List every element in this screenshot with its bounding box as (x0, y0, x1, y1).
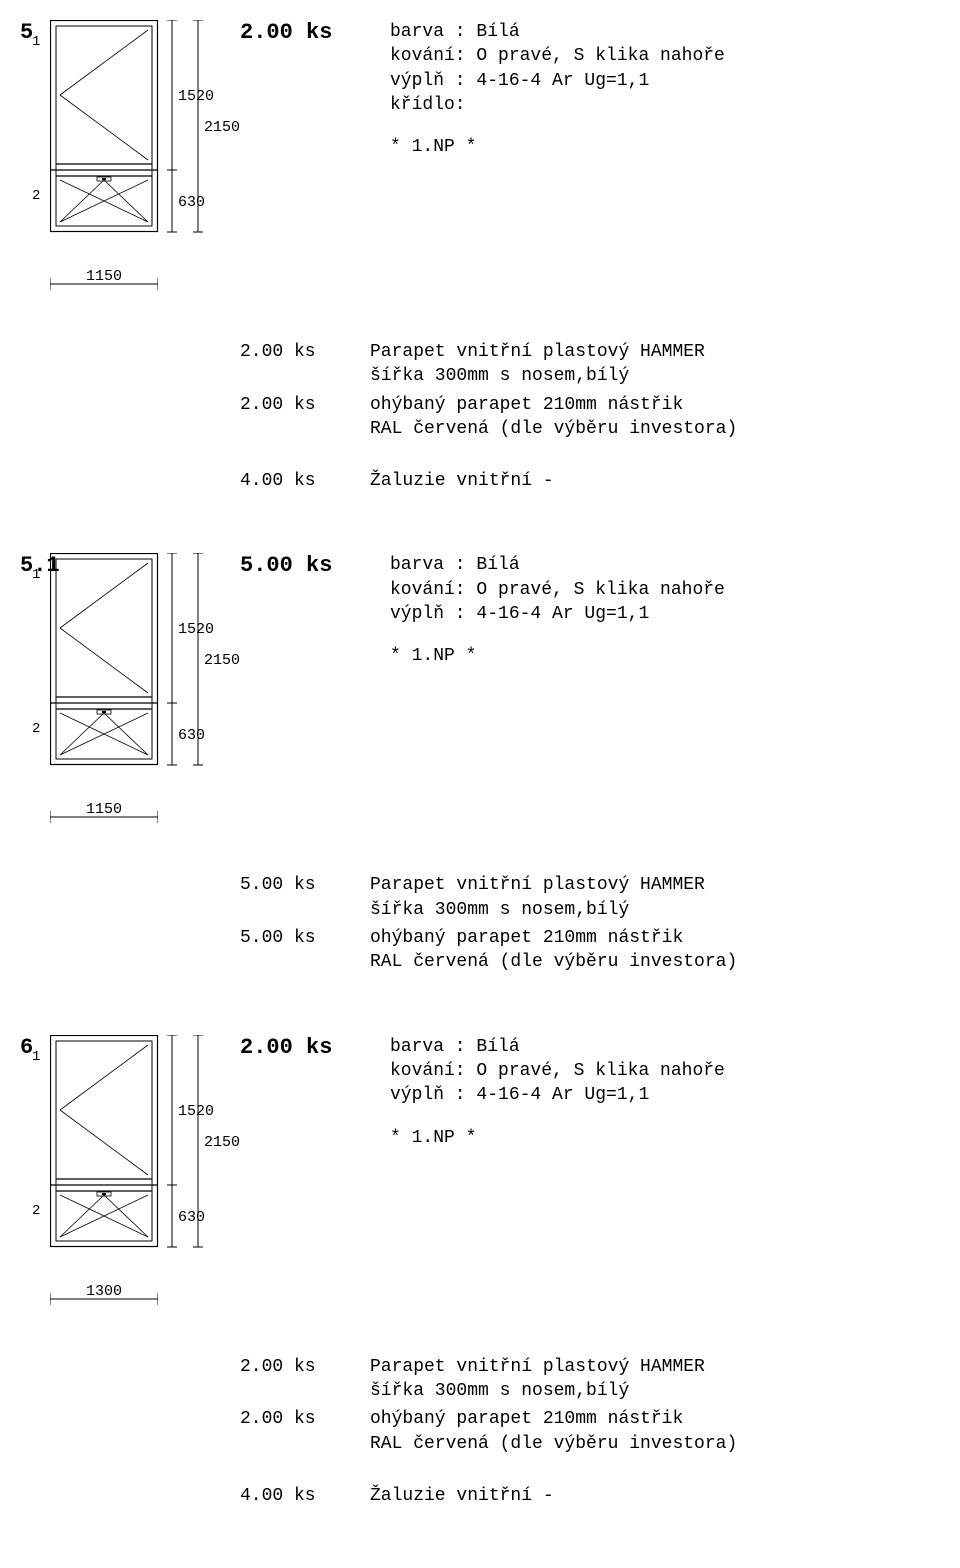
accessory-row: 2.00 ksohýbaný parapet 210mm nástřik RAL… (240, 393, 940, 442)
window-drawing: 1 2 115202150630 1150 (50, 20, 240, 315)
accessory-row: 5.00 ksParapet vnitřní plastový HAMMER š… (240, 873, 940, 922)
spec-item: 5.1 1 2 115202150630 11505.00 ks barva :… (20, 553, 940, 974)
desc-barva: barva : Bílá (390, 553, 940, 577)
accessories-block: 5.00 ksParapet vnitřní plastový HAMMER š… (240, 873, 940, 974)
desc-kovani: kování: O pravé, S klika nahoře (390, 44, 940, 68)
sash-number: 2 (32, 721, 40, 737)
sash-number: 1 (32, 1049, 40, 1065)
accessory-qty: 2.00 ks (240, 393, 370, 442)
desc-barva: barva : Bílá (390, 1035, 940, 1059)
desc-kridlo: křídlo: (390, 93, 940, 117)
accessory-qty: 4.00 ks (240, 469, 370, 493)
accessory-row: 5.00 ksohýbaný parapet 210mm nástřik RAL… (240, 926, 940, 975)
sash-number: 2 (32, 188, 40, 204)
accessory-qty: 4.00 ks (240, 1484, 370, 1508)
item-quantity: 2.00 ks (240, 20, 390, 45)
desc-vypln: výplň : 4-16-4 Ar Ug=1,1 (390, 69, 940, 93)
svg-text:630: 630 (178, 1209, 205, 1226)
sash-number: 1 (32, 567, 40, 583)
spec-item: 6 1 2 115202150630 13002.00 ks barva : B… (20, 1035, 940, 1508)
desc-vypln: výplň : 4-16-4 Ar Ug=1,1 (390, 1083, 940, 1107)
window-drawing: 1 2 115202150630 1300 (50, 1035, 240, 1330)
desc-kovani: kování: O pravé, S klika nahoře (390, 578, 940, 602)
accessories-block: 2.00 ksParapet vnitřní plastový HAMMER š… (240, 1355, 940, 1508)
svg-text:1520: 1520 (178, 621, 214, 638)
desc-barva: barva : Bílá (390, 20, 940, 44)
accessory-desc: ohýbaný parapet 210mm nástřik RAL červen… (370, 926, 940, 975)
accessory-qty: 5.00 ks (240, 873, 370, 922)
svg-text:1520: 1520 (178, 1103, 214, 1120)
accessory-qty: 2.00 ks (240, 340, 370, 389)
accessory-desc: ohýbaný parapet 210mm nástřik RAL červen… (370, 393, 940, 442)
svg-text:630: 630 (178, 194, 205, 211)
accessory-desc: ohýbaný parapet 210mm nástřik RAL červen… (370, 1407, 940, 1456)
item-quantity: 2.00 ks (240, 1035, 390, 1060)
desc-kovani: kování: O pravé, S klika nahoře (390, 1059, 940, 1083)
accessory-desc: Parapet vnitřní plastový HAMMER šířka 30… (370, 873, 940, 922)
accessory-desc: Parapet vnitřní plastový HAMMER šířka 30… (370, 1355, 940, 1404)
svg-text:2150: 2150 (204, 652, 240, 669)
item-quantity: 5.00 ks (240, 553, 390, 578)
accessory-qty: 2.00 ks (240, 1407, 370, 1456)
sash-number: 1 (32, 34, 40, 50)
svg-text:2150: 2150 (204, 119, 240, 136)
accessory-row: 2.00 ksParapet vnitřní plastový HAMMER š… (240, 340, 940, 389)
accessory-desc: Žaluzie vnitřní - (370, 1484, 940, 1508)
svg-text:630: 630 (178, 727, 205, 744)
svg-text:1520: 1520 (178, 88, 214, 105)
item-description: barva : Bílá kování: O pravé, S klika na… (390, 553, 940, 668)
accessory-qty: 5.00 ks (240, 926, 370, 975)
svg-text:2150: 2150 (204, 1134, 240, 1151)
item-description: barva : Bílá kování: O pravé, S klika na… (390, 1035, 940, 1150)
accessory-desc: Parapet vnitřní plastový HAMMER šířka 30… (370, 340, 940, 389)
desc-np: * 1.NP * (390, 135, 940, 159)
sash-number: 2 (32, 1203, 40, 1219)
window-drawing: 1 2 115202150630 1150 (50, 553, 240, 848)
accessory-row: 2.00 ksParapet vnitřní plastový HAMMER š… (240, 1355, 940, 1404)
width-value: 1150 (50, 268, 158, 285)
accessory-qty: 2.00 ks (240, 1355, 370, 1404)
accessory-row: 4.00 ksŽaluzie vnitřní - (240, 469, 940, 493)
item-description: barva : Bílá kování: O pravé, S klika na… (390, 20, 940, 159)
desc-np: * 1.NP * (390, 644, 940, 668)
desc-np: * 1.NP * (390, 1126, 940, 1150)
accessory-row: 4.00 ksŽaluzie vnitřní - (240, 1484, 940, 1508)
width-value: 1300 (50, 1283, 158, 1300)
accessory-row: 2.00 ksohýbaný parapet 210mm nástřik RAL… (240, 1407, 940, 1456)
spec-item: 5 1 2 115202150630 11502.00 ks barva : B… (20, 20, 940, 493)
width-value: 1150 (50, 801, 158, 818)
accessories-block: 2.00 ksParapet vnitřní plastový HAMMER š… (240, 340, 940, 493)
accessory-desc: Žaluzie vnitřní - (370, 469, 940, 493)
desc-vypln: výplň : 4-16-4 Ar Ug=1,1 (390, 602, 940, 626)
